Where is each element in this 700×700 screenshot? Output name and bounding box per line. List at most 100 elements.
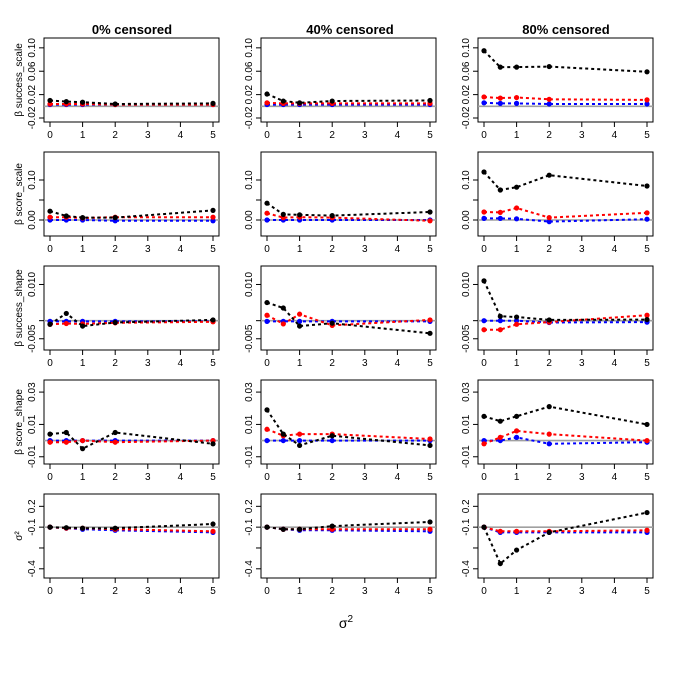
data-point-red [63,320,69,327]
data-point-blue [264,437,270,444]
x-tick-label: 2 [546,244,552,255]
data-point-red [427,317,433,323]
x-tick-label: 2 [112,358,118,369]
y-tick-label: -0.1 [461,518,472,536]
data-point-red [297,311,303,317]
x-tick-label: 3 [362,244,368,255]
panel-r1-c0: 0.00 0.10 0 1 2 3 4 5 [27,151,220,255]
x-tick-label: 0 [47,130,53,141]
data-point-black [546,172,552,178]
data-point-red [112,439,118,445]
x-tick-label: 0 [47,244,53,255]
data-point-blue [644,216,650,222]
x-tick-label: 1 [80,130,86,141]
y-tick-label: -0.01 [461,445,472,468]
plot-frame [477,151,654,237]
x-axis-label-sup: 2 [348,614,354,625]
data-point-red [546,215,552,221]
x-tick-label: 2 [546,472,552,483]
x-tick-label: 2 [112,244,118,255]
data-point-black [546,529,552,535]
data-point-black [112,215,118,221]
data-point-black [47,208,53,214]
y-tick-label: 0.00 [461,210,472,230]
data-point-black [210,317,216,323]
data-point-red [497,528,503,534]
x-tick-label: 2 [329,472,335,483]
plot-frame [260,151,437,237]
panel-r3-c0: -0.01 0.01 0.03 0 1 2 3 4 5 [27,379,220,483]
x-tick-label: 3 [362,130,368,141]
series-line-black [49,209,214,219]
data-point-black [497,418,503,424]
x-tick-label: 4 [178,586,184,597]
x-tick-label: 3 [145,586,151,597]
data-point-red [497,95,503,101]
data-point-blue [546,441,552,447]
data-point-black [644,316,650,323]
data-point-red [497,209,503,215]
x-tick-label: 4 [612,130,618,141]
x-tick-label: 2 [329,130,335,141]
data-point-black [210,100,216,106]
x-tick-label: 5 [644,586,650,597]
data-point-black [427,442,433,449]
col-title-0: 0% censored [92,22,172,37]
x-tick-label: 0 [47,472,53,483]
data-point-red [514,321,520,327]
x-tick-label: 3 [145,130,151,141]
y-tick-label: 0.10 [244,38,255,58]
data-point-black [427,209,433,215]
x-tick-label: 5 [644,472,650,483]
data-point-blue [297,437,303,444]
x-tick-label: 4 [178,472,184,483]
data-point-red [264,100,270,106]
x-tick-label: 4 [395,358,401,369]
x-tick-label: 0 [264,586,270,597]
data-point-blue [264,217,270,223]
data-point-red [80,437,86,444]
y-tick-label: -0.02 [461,106,472,129]
panel-r2-c0: -0.005 0.010 0 1 2 3 4 5 [27,265,220,369]
data-point-black [280,526,286,532]
x-tick-label: 5 [427,472,433,483]
x-tick-label: 2 [546,586,552,597]
x-tick-label: 3 [145,472,151,483]
x-tick-label: 1 [80,472,86,483]
y-tick-label: 0.10 [27,38,38,58]
data-point-black [329,213,335,219]
plot-frame [260,493,437,579]
data-point-red [514,428,520,434]
data-point-black [297,526,303,532]
y-tick-label: 0.00 [244,210,255,230]
data-point-black [112,319,118,326]
data-point-black [80,215,86,221]
data-point-red [514,205,520,211]
data-point-black [47,431,53,437]
series-line-red [483,526,648,533]
y-tick-label: -0.005 [27,324,38,353]
data-point-black [112,525,118,531]
data-point-black [497,560,503,567]
data-point-black [514,413,520,419]
panel-r0-c1: -0.02 0.02 0.06 0.10 0 1 2 3 4 5 [244,37,437,141]
y-tick-label: 0.02 [461,84,472,104]
x-tick-label: 4 [395,472,401,483]
data-point-red [297,431,303,437]
x-tick-label: 0 [481,472,487,483]
data-point-black [644,509,650,516]
panel-r1-c1: 0.00 0.10 0 1 2 3 4 5 [244,151,437,255]
data-point-blue [514,100,520,106]
x-tick-label: 2 [112,130,118,141]
plot-frame [477,493,654,579]
data-point-blue [514,434,520,440]
data-point-red [644,437,650,444]
y-tick-label: 0.06 [244,61,255,81]
data-point-black [481,524,487,530]
x-tick-label: 4 [178,130,184,141]
data-point-black [514,314,520,320]
plot-frame [43,151,220,237]
data-point-black [280,98,286,104]
data-point-black [514,184,520,190]
x-tick-label: 3 [579,130,585,141]
